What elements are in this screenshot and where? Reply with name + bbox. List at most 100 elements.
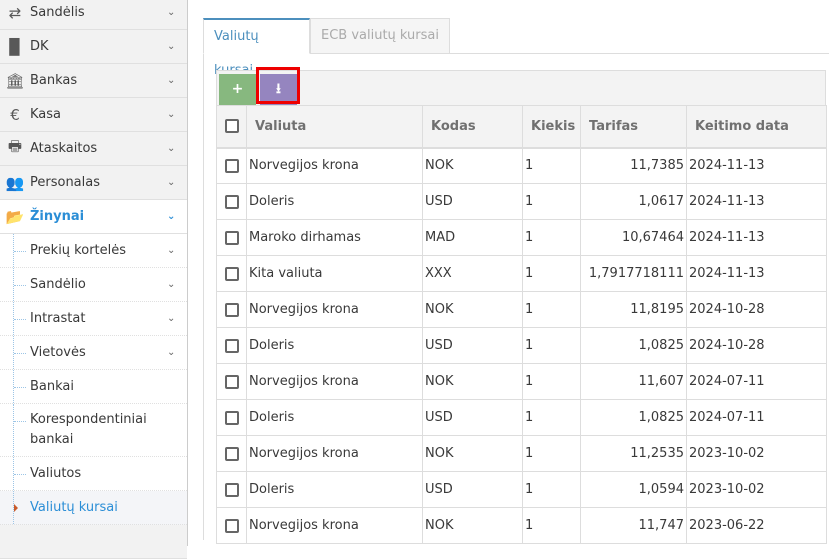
cell-data: 2024-11-13 xyxy=(686,147,827,184)
sidebar-subitem-7[interactable]: Valiutos xyxy=(0,457,187,491)
cell-kiekis: 1 xyxy=(522,507,581,544)
table-row[interactable]: Norvegijos krona NOK 1 11,607 2024-07-11 xyxy=(216,363,827,400)
cell-kiekis: 1 xyxy=(522,219,581,256)
row-checkbox[interactable] xyxy=(216,219,247,256)
sidebar-subitem-6[interactable]: Korespondentiniai bankai xyxy=(0,404,187,457)
cell-kodas: USD xyxy=(422,327,523,364)
sidebar-item-next[interactable] xyxy=(0,525,187,559)
cell-kiekis: 1 xyxy=(522,291,581,328)
cell-kodas: NOK xyxy=(422,507,523,544)
select-all-checkbox[interactable] xyxy=(216,105,247,149)
table-row[interactable]: Maroko dirhamas MAD 1 10,67464 2024-11-13 xyxy=(216,219,827,256)
sidebar-item-3[interactable]: 🏛 Bankas ⌄ xyxy=(0,64,187,98)
cell-valiuta: Norvegijos krona xyxy=(246,291,423,328)
cell-data: 2024-11-13 xyxy=(686,255,827,292)
cell-valiuta: Doleris xyxy=(246,327,423,364)
cell-kodas: USD xyxy=(422,183,523,220)
cell-kiekis: 1 xyxy=(522,363,581,400)
header-tarifas[interactable]: Tarifas xyxy=(580,105,687,149)
cell-valiuta: Norvegijos krona xyxy=(246,147,423,184)
cell-kiekis: 1 xyxy=(522,255,581,292)
chevron-down-icon: ⌄ xyxy=(167,75,176,86)
cell-data: 2023-06-22 xyxy=(686,507,827,544)
row-checkbox[interactable] xyxy=(216,399,247,436)
header-kodas[interactable]: Kodas xyxy=(422,105,523,149)
row-checkbox[interactable] xyxy=(216,435,247,472)
cell-tarifas: 10,67464 xyxy=(580,219,687,256)
cell-kodas: NOK xyxy=(422,147,523,184)
row-checkbox[interactable] xyxy=(216,327,247,364)
main-content: Valiutų kursai ECB valiutų kursai xyxy=(188,0,829,540)
row-checkbox[interactable] xyxy=(216,471,247,508)
cell-kiekis: 1 xyxy=(522,147,581,184)
row-checkbox[interactable] xyxy=(216,291,247,328)
cell-data: 2024-07-11 xyxy=(686,399,827,436)
sidebar-subitem-1[interactable]: Prekių kortelės ⌄ xyxy=(0,234,187,268)
folder-open-icon: 📂 xyxy=(5,207,25,226)
row-checkbox[interactable] xyxy=(216,147,247,184)
bank-icon: 🏛 xyxy=(5,71,25,90)
cell-valiuta: Norvegijos krona xyxy=(246,363,423,400)
cell-tarifas: 11,2535 xyxy=(580,435,687,472)
row-checkbox[interactable] xyxy=(216,363,247,400)
sidebar-item-label: Žinynai xyxy=(30,209,85,224)
sidebar-subitem-4[interactable]: Vietovės ⌄ xyxy=(0,336,187,370)
users-icon: 👥 xyxy=(5,173,25,192)
table-row[interactable]: Norvegijos krona NOK 1 11,7385 2024-11-13 xyxy=(216,147,827,184)
sidebar-item-7[interactable]: 📂 Žinynai ⌄ xyxy=(0,200,187,234)
add-button[interactable]: + xyxy=(219,74,256,105)
table-row[interactable]: Norvegijos krona NOK 1 11,8195 2024-10-28 xyxy=(216,291,827,328)
chevron-down-icon: ⌄ xyxy=(167,143,176,154)
table-row[interactable]: Doleris USD 1 1,0825 2024-07-11 xyxy=(216,399,827,436)
row-checkbox[interactable] xyxy=(216,255,247,292)
sidebar-item-label: Ataskaitos xyxy=(30,141,98,156)
header-valiuta[interactable]: Valiuta xyxy=(246,105,423,149)
exchange-icon: ⇄ xyxy=(8,3,22,22)
cell-kodas: USD xyxy=(422,399,523,436)
cell-tarifas: 11,8195 xyxy=(580,291,687,328)
cell-valiuta: Doleris xyxy=(246,399,423,436)
cell-kiekis: 1 xyxy=(522,435,581,472)
tab-valiutu-kursai[interactable]: Valiutų kursai xyxy=(203,18,310,78)
download-button[interactable]: ⭳ xyxy=(260,74,297,105)
table-row[interactable]: Doleris USD 1 1,0617 2024-11-13 xyxy=(216,183,827,220)
sidebar-item-5[interactable]: 🖶 Ataskaitos ⌄ xyxy=(0,132,187,166)
header-kiekis[interactable]: Kiekis xyxy=(522,105,581,149)
cell-kiekis: 1 xyxy=(522,471,581,508)
sidebar-item-4[interactable]: € Kasa ⌄ xyxy=(0,98,187,132)
caret-right-icon xyxy=(14,504,18,512)
table-row[interactable]: Norvegijos krona NOK 1 11,747 2023-06-22 xyxy=(216,507,827,544)
cell-kiekis: 1 xyxy=(522,327,581,364)
sidebar-subitem-5[interactable]: Bankai xyxy=(0,370,187,404)
chevron-down-icon: ⌄ xyxy=(167,7,176,18)
table-row[interactable]: Doleris USD 1 1,0594 2023-10-02 xyxy=(216,471,827,508)
cell-valiuta: Doleris xyxy=(246,183,423,220)
header-keitimo-data[interactable]: Keitimo data xyxy=(686,105,827,149)
sidebar-item-label: Personalas xyxy=(30,175,101,190)
cell-valiuta: Norvegijos krona xyxy=(246,507,423,544)
chevron-down-icon: ⌄ xyxy=(167,177,176,188)
table-header: Valiuta Kodas Kiekis Tarifas Keitimo dat… xyxy=(216,105,827,149)
cell-valiuta: Doleris xyxy=(246,471,423,508)
tab-ecb-valiutu-kursai[interactable]: ECB valiutų kursai xyxy=(310,18,450,54)
sidebar-subitem-3[interactable]: Intrastat ⌄ xyxy=(0,302,187,336)
table-row[interactable]: Kita valiuta XXX 1 1,7917718111 2024-11-13 xyxy=(216,255,827,292)
chevron-down-icon: ⌄ xyxy=(167,245,176,256)
row-checkbox[interactable] xyxy=(216,507,247,544)
row-checkbox[interactable] xyxy=(216,183,247,220)
cell-kodas: XXX xyxy=(422,255,523,292)
cell-tarifas: 1,0617 xyxy=(580,183,687,220)
rates-table: Valiuta Kodas Kiekis Tarifas Keitimo dat… xyxy=(216,105,827,544)
sidebar-item-2[interactable]: ▉ DK ⌄ xyxy=(0,30,187,64)
sidebar-item-6[interactable]: 👥 Personalas ⌄ xyxy=(0,166,187,200)
cell-kodas: NOK xyxy=(422,291,523,328)
table-row[interactable]: Doleris USD 1 1,0825 2024-10-28 xyxy=(216,327,827,364)
sidebar: ⇄ Sandėlis ⌄ ▉ DK ⌄ 🏛 Bankas ⌄ € Kasa ⌄ 🖶 Ataskaitos ⌄… xyxy=(0,0,188,559)
table-row[interactable]: Norvegijos krona NOK 1 11,2535 2023-10-02 xyxy=(216,435,827,472)
sidebar-subitem-label: Intrastat xyxy=(30,310,86,326)
sidebar-subitem-2[interactable]: Sandėlio ⌄ xyxy=(0,268,187,302)
cell-kodas: MAD xyxy=(422,219,523,256)
chevron-down-icon: ⌄ xyxy=(167,279,176,290)
sidebar-item-1[interactable]: ⇄ Sandėlis ⌄ xyxy=(0,0,187,30)
sidebar-subitem-8[interactable]: Valiutų kursai xyxy=(0,491,187,525)
